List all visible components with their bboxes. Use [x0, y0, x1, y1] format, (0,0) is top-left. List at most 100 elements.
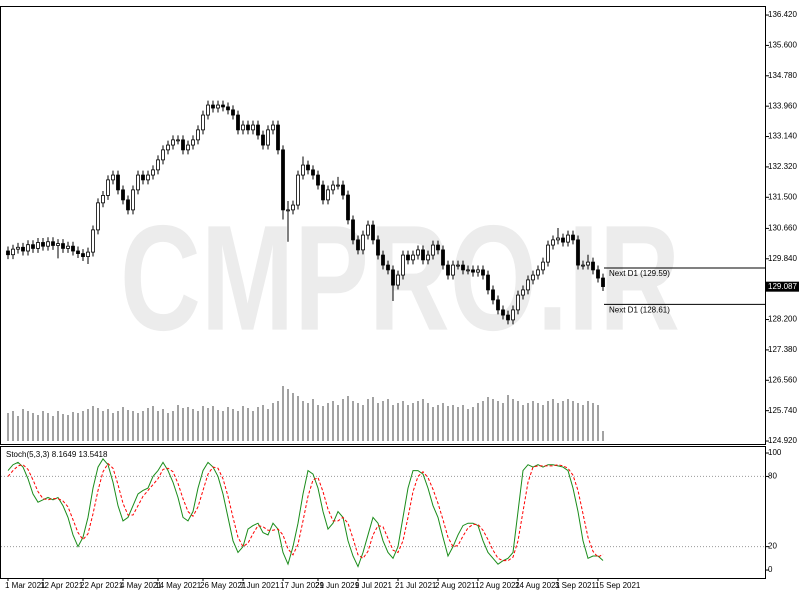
candle-body — [471, 269, 475, 273]
candle-body — [561, 237, 565, 243]
candle-body — [516, 294, 520, 311]
x-tick-label: 17 Jun 2021 — [280, 581, 325, 590]
y-tick-label: 128.200 — [768, 315, 797, 324]
y-tick-label: 129.840 — [768, 254, 797, 263]
stoch-title: Stoch(5,3,3) 8.1649 13.5418 — [6, 450, 108, 459]
x-tick-label: 2 Aug 2021 — [435, 581, 476, 590]
candle-body — [36, 242, 40, 249]
candle-body — [236, 114, 240, 131]
candle-body — [581, 264, 585, 267]
candle-body — [296, 174, 300, 206]
candle-body — [586, 261, 590, 266]
x-tick-label: 14 May 2021 — [155, 581, 202, 590]
candle-body — [401, 254, 405, 276]
candle-body — [286, 209, 290, 212]
candle-body — [66, 245, 70, 249]
candle-body — [81, 253, 85, 257]
candle-body — [551, 239, 555, 246]
candle-body — [336, 184, 340, 187]
candle-body — [111, 174, 115, 181]
y-tick-label: 131.500 — [768, 192, 797, 201]
candle-body — [86, 251, 90, 257]
candle-body — [226, 106, 230, 111]
candle-body — [221, 104, 225, 108]
candle-body — [526, 279, 530, 291]
candle-body — [326, 189, 330, 201]
candle-body — [386, 264, 390, 271]
candle-body — [376, 239, 380, 256]
candle-body — [451, 264, 455, 276]
candle-body — [366, 224, 370, 236]
candle-body — [421, 249, 425, 261]
candle-body — [491, 289, 495, 301]
candle-body — [596, 269, 600, 279]
candle-body — [241, 124, 245, 131]
x-tick-label: 22 Apr 2021 — [80, 581, 124, 590]
x-tick-label: 29 Jun 2021 — [315, 581, 360, 590]
candle-body — [231, 109, 235, 116]
y-tick-label: 133.960 — [768, 101, 797, 110]
candle-body — [501, 309, 505, 316]
candle-body — [161, 149, 165, 161]
x-tick-label: 1 Mar 2021 — [5, 581, 46, 590]
candle-body — [391, 269, 395, 286]
candle-body — [426, 254, 430, 261]
y-tick-label: 134.780 — [768, 71, 797, 80]
y-tick-label: 0 — [768, 565, 773, 574]
candle-body — [351, 219, 355, 241]
candle-body — [46, 241, 50, 247]
candle-body — [591, 261, 595, 271]
candle-body — [126, 199, 130, 211]
candle-body — [566, 234, 570, 243]
candle-body — [316, 174, 320, 186]
candle-body — [141, 174, 145, 181]
candle-body — [576, 239, 580, 266]
candle-body — [31, 244, 35, 249]
candle-body — [371, 224, 375, 241]
y-tick-label: 135.600 — [768, 41, 797, 50]
candle-body — [486, 274, 490, 291]
candle-body — [601, 277, 605, 287]
candle-body — [506, 314, 510, 321]
x-tick-label: 26 May 2021 — [200, 581, 247, 590]
y-tick-label: 126.560 — [768, 375, 797, 384]
candle-body — [276, 124, 280, 151]
candle-body — [96, 202, 100, 231]
candle-body — [116, 174, 120, 191]
candle-body — [461, 264, 465, 271]
candle-body — [466, 269, 470, 272]
x-tick-label: 21 Jul 2021 — [395, 581, 437, 590]
candle-body — [531, 274, 535, 281]
candle-body — [131, 189, 135, 211]
y-tick-label: 133.140 — [768, 132, 797, 141]
candle-body — [146, 174, 150, 181]
candle-body — [546, 244, 550, 263]
annotation-label: Next D1 (128.61) — [609, 305, 670, 314]
watermark: CMPRO.IR — [120, 194, 680, 362]
candle-body — [136, 174, 140, 191]
y-tick-label: 124.920 — [768, 436, 797, 445]
candle-body — [416, 249, 420, 256]
candle-body — [211, 104, 215, 109]
candle-body — [311, 169, 315, 176]
candle-body — [16, 246, 20, 250]
y-tick-label: 127.380 — [768, 345, 797, 354]
candle-body — [191, 139, 195, 146]
candle-body — [306, 164, 310, 171]
y-tick-label: 136.420 — [768, 10, 797, 19]
x-tick-label: 15 Sep 2021 — [595, 581, 641, 590]
candle-body — [496, 299, 500, 311]
x-tick-label: 12 Apr 2021 — [40, 581, 84, 590]
candle-body — [186, 144, 190, 151]
candle-body — [381, 254, 385, 266]
candle-body — [151, 169, 155, 176]
candle-body — [481, 269, 485, 276]
candle-body — [21, 246, 25, 252]
candle-body — [411, 254, 415, 261]
candle-body — [201, 114, 205, 131]
candle-body — [41, 242, 45, 247]
x-tick-label: 3 Sep 2021 — [555, 581, 596, 590]
candle-body — [76, 250, 80, 254]
candle-body — [541, 261, 545, 271]
